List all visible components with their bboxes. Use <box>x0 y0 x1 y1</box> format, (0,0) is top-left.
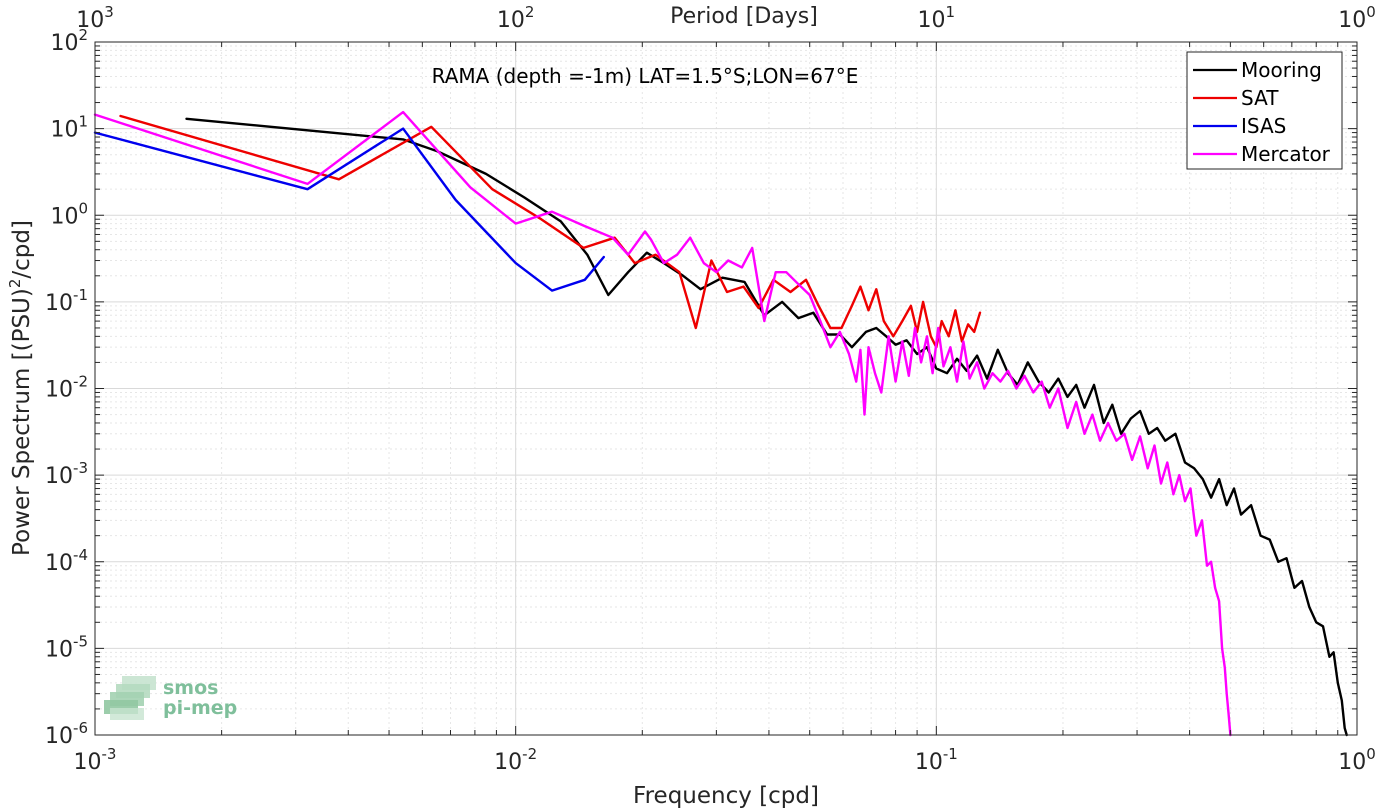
x-tick-exponent: -3 <box>102 745 117 763</box>
y-tick-base: 10 <box>45 464 73 489</box>
y-tick-label: 10-4 <box>45 546 88 576</box>
legend-label-sat: SAT <box>1241 86 1279 110</box>
y-axis-label-main: Power Spectrum [(PSU) <box>9 288 35 556</box>
x-tick-label: 10-1 <box>915 745 958 775</box>
logo-mark <box>104 676 156 720</box>
y-axis-label-tail: /cpd] <box>9 220 35 279</box>
x-tick-base: 10 <box>915 750 943 775</box>
top-tick-base: 10 <box>918 8 946 33</box>
logo-text-pimep: pi-mep <box>163 697 237 719</box>
y-tick-label: 10-2 <box>45 373 88 403</box>
y-tick-label: 10-6 <box>45 719 88 749</box>
top-tick-exponent: 3 <box>104 3 114 21</box>
logo-text-smos: smos <box>163 677 218 699</box>
x-tick-label: 100 <box>1338 745 1376 775</box>
smos-pi-mep-logo: smos pi-mep <box>104 676 237 720</box>
x-tick-exponent: -1 <box>943 745 958 763</box>
legend-box <box>1186 51 1343 170</box>
y-tick-exponent: 2 <box>78 26 88 44</box>
y-tick-base: 10 <box>50 118 78 143</box>
top-tick-exponent: 1 <box>946 3 956 21</box>
y-tick-exponent: 0 <box>78 199 88 217</box>
y-axis-label-superscript: 2 <box>6 279 24 289</box>
x-tick-exponent: 0 <box>1366 745 1376 763</box>
y-tick-exponent: -1 <box>73 286 88 304</box>
top-axis-label: Period [Days] <box>670 4 818 29</box>
series-layer <box>93 110 1348 737</box>
legend-label-mercator: Mercator <box>1241 142 1331 166</box>
y-tick-base: 10 <box>50 31 78 56</box>
top-tick-base: 10 <box>497 8 525 33</box>
y-tick-label: 10-5 <box>45 632 88 662</box>
y-tick-base: 10 <box>45 637 73 662</box>
x-tick-base: 10 <box>1338 750 1366 775</box>
tick-marks <box>94 41 1358 736</box>
x-tick-base: 10 <box>74 750 102 775</box>
series-line-mooring <box>185 117 1348 737</box>
y-tick-base: 10 <box>50 204 78 229</box>
y-tick-base: 10 <box>45 551 73 576</box>
top-tick-exponent: 2 <box>525 3 535 21</box>
top-tick-base: 10 <box>1338 8 1366 33</box>
legend-label-isas: ISAS <box>1241 114 1286 138</box>
y-tick-label: 10-1 <box>45 286 88 316</box>
series-line-mercator <box>93 110 1232 737</box>
y-tick-base: 10 <box>45 378 73 403</box>
y-tick-exponent: -2 <box>73 373 88 391</box>
x-tick-exponent: -2 <box>522 745 537 763</box>
y-tick-base: 10 <box>45 724 73 749</box>
y-tick-exponent: -4 <box>73 546 88 564</box>
x-axis-label: Frequency [cpd] <box>633 783 819 809</box>
y-tick-exponent: -3 <box>73 459 88 477</box>
minor-grid <box>95 42 1357 735</box>
y-axis-label: Power Spectrum [(PSU)2/cpd] <box>6 220 35 556</box>
top-tick-label: 100 <box>1338 3 1376 33</box>
top-tick-label: 101 <box>918 3 956 33</box>
top-tick-base: 10 <box>76 8 104 33</box>
legend: Mooring SAT ISAS Mercator <box>1186 51 1343 170</box>
chart-title: RAMA (depth =-1m) LAT=1.5°S;LON=67°E <box>432 64 859 88</box>
top-tick-label: 103 <box>76 3 114 33</box>
legend-label-mooring: Mooring <box>1241 58 1322 82</box>
series-line-isas <box>93 127 605 292</box>
y-tick-label: 10-3 <box>45 459 88 489</box>
top-tick-exponent: 0 <box>1366 3 1376 21</box>
y-tick-exponent: 1 <box>78 113 88 131</box>
y-tick-exponent: -6 <box>73 719 88 737</box>
x-tick-label: 10-2 <box>494 745 537 775</box>
x-tick-base: 10 <box>494 750 522 775</box>
y-tick-label: 102 <box>50 26 88 56</box>
y-tick-exponent: -5 <box>73 632 88 650</box>
y-tick-base: 10 <box>45 291 73 316</box>
top-tick-label: 102 <box>497 3 535 33</box>
x-tick-label: 10-3 <box>74 745 117 775</box>
y-tick-label: 101 <box>50 113 88 143</box>
y-tick-label: 100 <box>50 199 88 229</box>
